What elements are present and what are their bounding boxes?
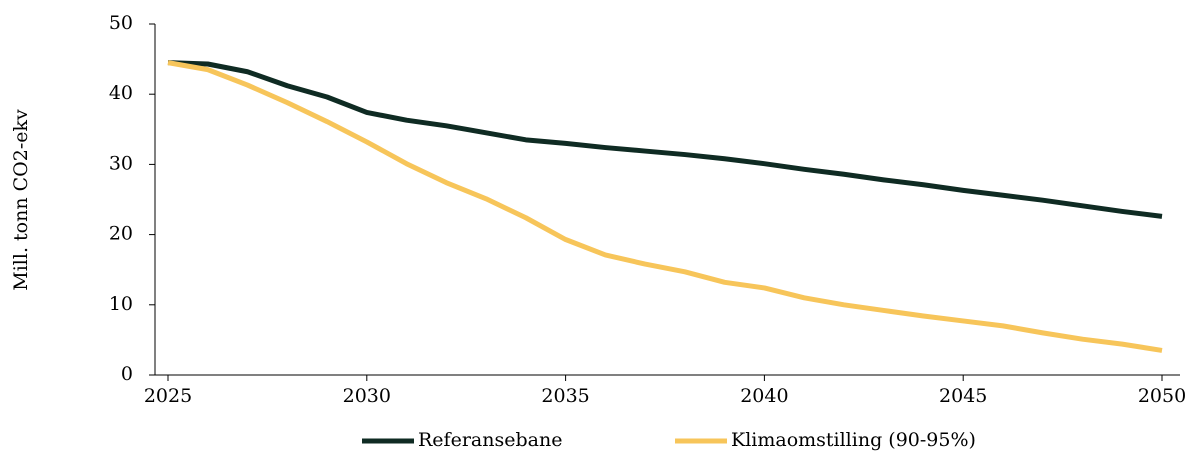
x-tick-label: 2025	[144, 385, 192, 407]
y-tick-label: 40	[109, 82, 133, 104]
y-tick-label: 10	[109, 293, 133, 315]
y-tick-label: 30	[109, 152, 133, 174]
y-axis-label: Mill. tonn CO2-ekv	[10, 109, 32, 291]
y-tick-label: 20	[109, 223, 133, 245]
legend-label: Referansebane	[418, 429, 562, 451]
x-tick-label: 2035	[541, 385, 589, 407]
x-tick-label: 2050	[1138, 385, 1186, 407]
legend-label: Klimaomstilling (90-95%)	[731, 429, 976, 451]
x-tick-label: 2045	[939, 385, 987, 407]
y-tick-label: 0	[121, 363, 133, 385]
x-tick-label: 2040	[740, 385, 788, 407]
x-tick-label: 2030	[343, 385, 391, 407]
line-series	[167, 60, 1163, 219]
line-series	[167, 60, 1163, 353]
y-tick-label: 50	[109, 12, 133, 34]
